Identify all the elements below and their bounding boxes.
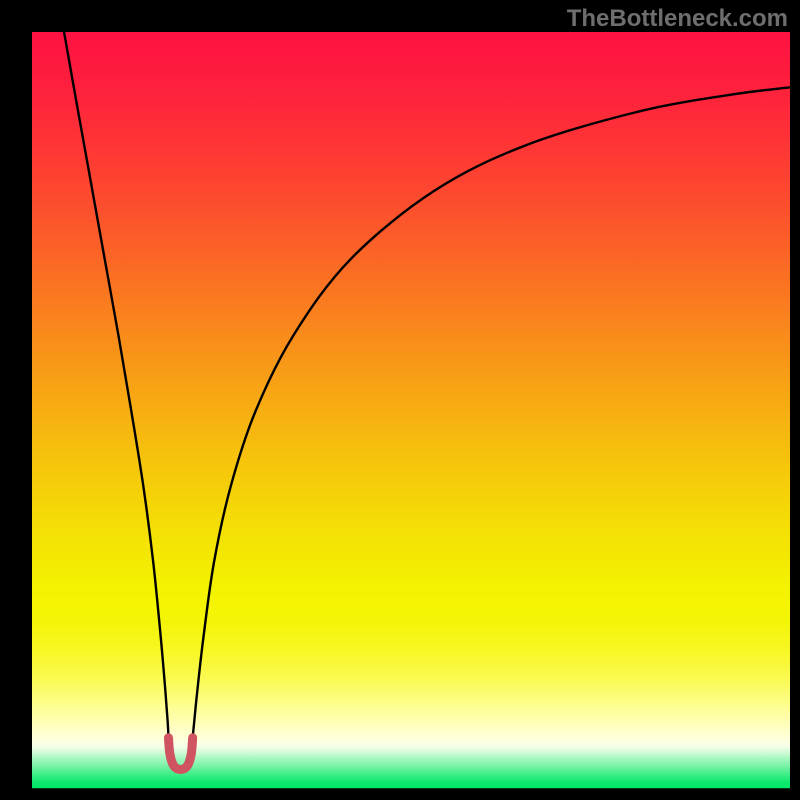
- chart-plot-area: [32, 32, 790, 790]
- gradient-background: [32, 32, 790, 790]
- watermark-text: TheBottleneck.com: [567, 5, 788, 33]
- chart-svg: [32, 32, 790, 790]
